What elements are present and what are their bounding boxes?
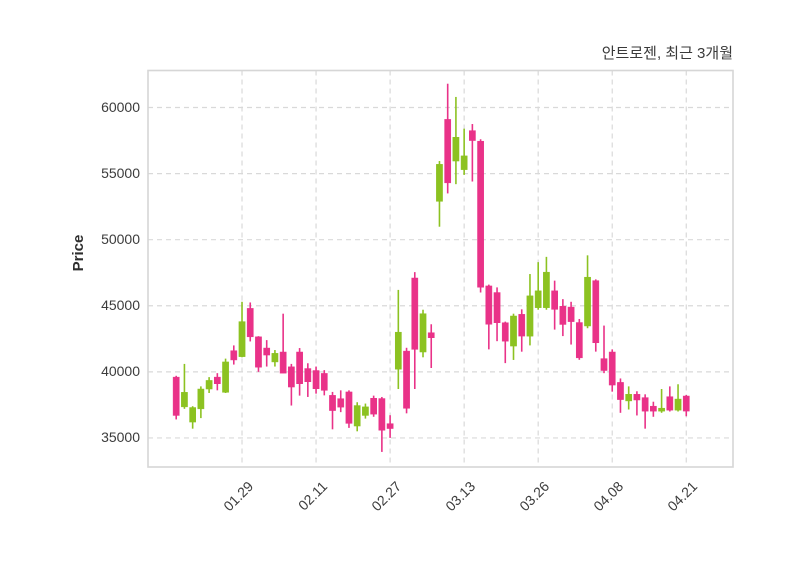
- candle-body-down: [641, 397, 649, 412]
- candle-body-up: [625, 394, 633, 402]
- candle-body-down: [279, 351, 287, 374]
- candle-body-down: [666, 396, 674, 411]
- candle-body-down: [485, 285, 493, 325]
- candle-body-down: [469, 130, 476, 141]
- candle-body-up: [394, 331, 402, 370]
- candle-body-up: [460, 155, 468, 170]
- candle-body-down: [213, 376, 221, 384]
- candle-body-down: [608, 351, 616, 386]
- candle-body-down: [592, 280, 600, 344]
- plot-border: [147, 69, 734, 468]
- candle-body-down: [246, 308, 254, 338]
- candle-body-up: [362, 406, 369, 416]
- candle-body-down: [501, 322, 509, 342]
- candle-body-up: [658, 407, 665, 412]
- y-tick-label: 45000: [101, 297, 140, 314]
- candle-body-down: [288, 366, 295, 388]
- candle-body-up: [238, 321, 246, 357]
- candle-body-down: [386, 423, 394, 429]
- candle-body-down: [312, 370, 320, 390]
- candle-body-down: [345, 391, 353, 424]
- candle-body-up: [534, 290, 542, 308]
- candle-body-up: [526, 295, 534, 337]
- candle-body-down: [633, 394, 641, 401]
- candle-body-up: [584, 276, 591, 327]
- y-tick-label: 35000: [101, 429, 140, 446]
- y-tick-label: 60000: [101, 99, 140, 115]
- candle-body-down: [682, 395, 690, 412]
- candle-body-down: [427, 332, 435, 338]
- candle-body-down: [575, 322, 583, 359]
- candle-body-down: [551, 290, 558, 310]
- candle-body-up: [452, 136, 460, 162]
- candle-body-down: [444, 119, 452, 184]
- candle-body-down: [263, 347, 271, 356]
- candle-body-up: [543, 271, 550, 308]
- candle-body-up: [197, 388, 205, 410]
- candle-body-down: [255, 336, 262, 368]
- candle-body-down: [304, 368, 312, 383]
- y-tick-label: 55000: [101, 165, 140, 182]
- candle-body-down: [567, 306, 575, 322]
- candle-body-down: [477, 140, 484, 288]
- candle-body-up: [510, 315, 517, 347]
- candle-body-up: [205, 380, 213, 390]
- y-tick-label: 40000: [101, 363, 140, 380]
- chart-title: 안트로젠, 최근 3개월: [601, 45, 733, 62]
- candle-body-down: [172, 376, 180, 416]
- candle-body-down: [559, 306, 567, 325]
- candle-body-up: [181, 392, 188, 408]
- candle-body-down: [493, 292, 501, 323]
- candle-body-down: [378, 398, 386, 431]
- candle-body-down: [617, 382, 624, 400]
- candle-body-up: [189, 407, 197, 423]
- y-tick-label: 50000: [101, 231, 140, 248]
- candle-body-up: [419, 313, 427, 353]
- candle-body-down: [329, 395, 336, 411]
- candle-body-down: [411, 277, 419, 350]
- candle-body-down: [403, 350, 410, 409]
- candle-body-up: [436, 164, 443, 202]
- candle-body-down: [230, 350, 238, 361]
- candle-body-up: [353, 405, 361, 427]
- candle-body-up: [674, 398, 682, 411]
- candle-body-down: [337, 398, 345, 408]
- candle-body-up: [222, 361, 229, 393]
- candle-body-down: [600, 358, 608, 371]
- candle-body-down: [296, 351, 303, 384]
- candle-body-up: [271, 353, 279, 363]
- candle-body-down: [320, 373, 328, 391]
- candle-body-down: [370, 398, 377, 415]
- candle-body-down: [650, 405, 657, 412]
- candle-body-down: [518, 314, 526, 337]
